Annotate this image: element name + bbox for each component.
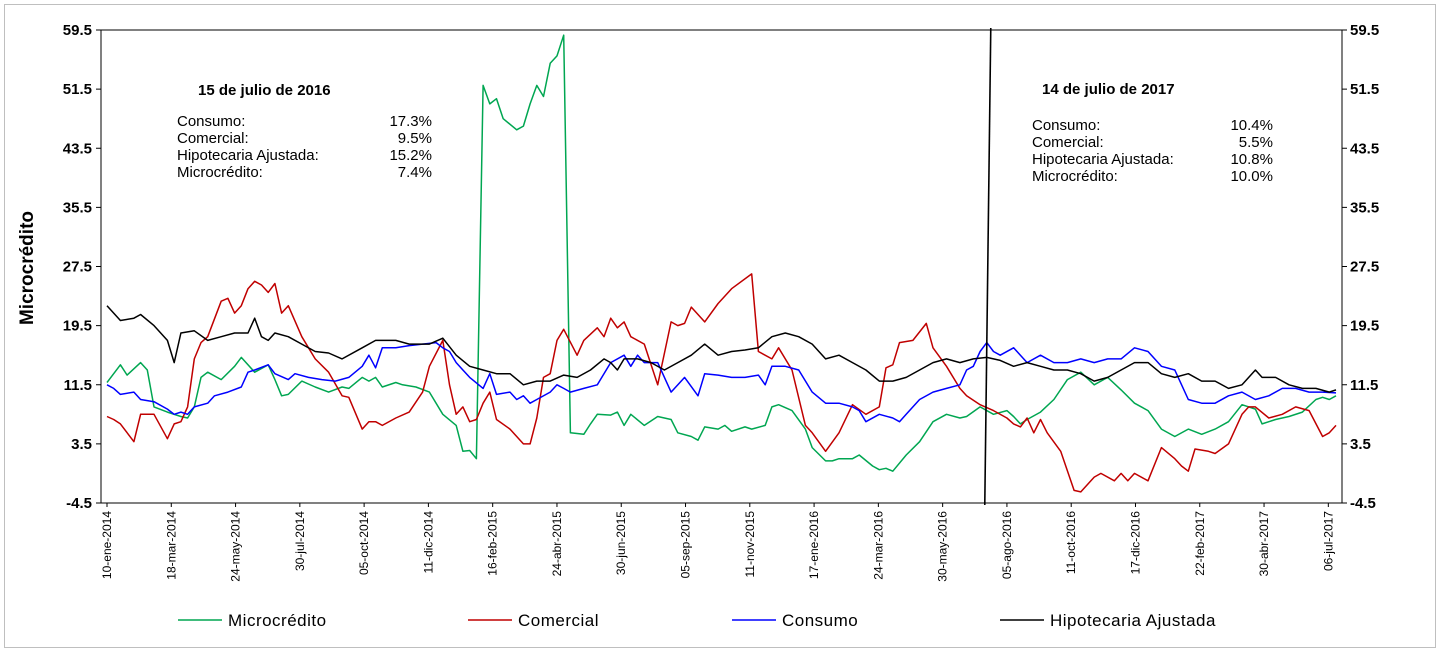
- annotation-value: 10.8%: [1230, 151, 1273, 168]
- series-line-hipotecaria-ajustada: [106, 305, 1337, 393]
- series-line-consumo: [106, 341, 1337, 423]
- annotation-value: 7.4%: [398, 164, 432, 181]
- series-line-comercial: [106, 273, 1337, 493]
- x-tick-label: 05-ago-2016: [1000, 511, 1014, 579]
- annotation-value: 5.5%: [1239, 134, 1273, 151]
- x-tick-label: 11-dic-2014: [421, 511, 435, 574]
- x-tick-label: 17-dic-2016: [1128, 511, 1142, 575]
- legend: Microcrédito Comercial Consumo Hipotecaria …: [178, 611, 1216, 630]
- series-group: [106, 34, 1337, 493]
- legend-label: Comercial: [518, 611, 599, 630]
- annotation-title: 14 de julio de 2017: [1042, 81, 1175, 98]
- x-tick-label: 24-abr-2015: [550, 511, 564, 577]
- y-axis-title: Microcrédito: [17, 211, 38, 325]
- y-tick-label-right: 59.5: [1350, 22, 1379, 39]
- x-tick-label: 24-may-2014: [229, 511, 243, 582]
- y-tick-label-left: 35.5: [63, 199, 92, 216]
- x-tick-label: 05-sep-2015: [679, 511, 693, 579]
- y-tick-label-left: 3.5: [71, 436, 92, 453]
- annotation-label: Microcrédito:: [1032, 168, 1118, 185]
- y-tick-label-left: 11.5: [64, 377, 92, 394]
- annotation-label: Comercial:: [1032, 134, 1104, 151]
- x-tick-label: 11-nov-2015: [743, 511, 757, 578]
- right-y-axis: 59.5 51.5 43.5 35.5 27.5 19.5 11.5 3.5 -4.5: [1342, 22, 1379, 512]
- annotations: 15 de julio de 2016 Consumo: 17.3% Comercia…: [177, 81, 1273, 185]
- annotation-label: Consumo:: [1032, 117, 1100, 134]
- annotation-value: 10.4%: [1230, 117, 1273, 134]
- y-tick-label-right: 3.5: [1350, 436, 1371, 453]
- chart-frame: [4, 4, 1436, 648]
- y-tick-label-left: -4.5: [66, 495, 92, 512]
- x-tick-label: 30-jun-2015: [614, 511, 628, 575]
- annotation-value: 10.0%: [1230, 168, 1273, 185]
- x-tick-label: 10-ene-2014: [100, 511, 114, 579]
- y-tick-label-right: 19.5: [1350, 318, 1379, 335]
- plot-area: [100, 29, 1343, 504]
- legend-label: Consumo: [782, 611, 858, 630]
- annotation-title: 15 de julio de 2016: [198, 82, 331, 99]
- left-y-axis: 59.5 51.5 43.5 35.5 27.5 19.5 11.5 3.5 -4.5: [63, 22, 101, 512]
- annotation-label: Hipotecaria Ajustada:: [177, 147, 319, 164]
- annotation-label: Microcrédito:: [177, 164, 263, 181]
- annotation-value: 17.3%: [389, 113, 432, 130]
- y-tick-label-left: 51.5: [63, 81, 92, 98]
- x-tick-label: 16-feb-2015: [486, 511, 500, 576]
- reference-line: [983, 27, 992, 506]
- y-tick-label-right: 11.5: [1350, 377, 1378, 394]
- x-tick-label: 30-jul-2014: [293, 511, 307, 571]
- y-tick-label-left: 43.5: [63, 140, 92, 157]
- y-tick-label-right: 43.5: [1350, 140, 1379, 157]
- annotation-label: Comercial:: [177, 130, 249, 147]
- annotation-value: 15.2%: [389, 147, 432, 164]
- y-tick-label-right: -4.5: [1350, 495, 1376, 512]
- vertical-marker-line: [983, 27, 992, 506]
- y-tick-label-left: 19.5: [63, 318, 92, 335]
- annotation-label: Consumo:: [177, 113, 245, 130]
- x-tick-label: 30-may-2016: [936, 511, 950, 582]
- x-tick-label: 22-feb-2017: [1193, 511, 1207, 576]
- annotation-value: 9.5%: [398, 130, 432, 147]
- y-tick-label-left: 59.5: [63, 22, 92, 39]
- y-tick-label-left: 27.5: [63, 259, 92, 276]
- y-tick-label-right: 27.5: [1350, 259, 1379, 276]
- x-tick-label: 11-oct-2016: [1064, 511, 1078, 574]
- series-line-microcr-dito: [106, 34, 1337, 472]
- x-tick-label: 05-oct-2014: [357, 511, 371, 575]
- x-tick-label: 18-mar-2014: [164, 511, 178, 580]
- y-tick-label-right: 35.5: [1350, 199, 1379, 216]
- x-tick-label: 24-mar-2016: [871, 511, 885, 580]
- y-tick-label-right: 51.5: [1350, 81, 1379, 98]
- legend-label: Hipotecaria Ajustada: [1050, 611, 1216, 630]
- x-axis: 10-ene-2014 18-mar-2014 24-may-2014 30-jul-…: [100, 503, 1335, 582]
- legend-label: Microcrédito: [228, 611, 327, 630]
- x-tick-label: 17-ene-2016: [807, 511, 821, 579]
- annotation-label: Hipotecaria Ajustada:: [1032, 151, 1174, 168]
- x-tick-label: 06-jul-2017: [1321, 511, 1335, 571]
- x-tick-label: 30-abr-2017: [1257, 511, 1271, 577]
